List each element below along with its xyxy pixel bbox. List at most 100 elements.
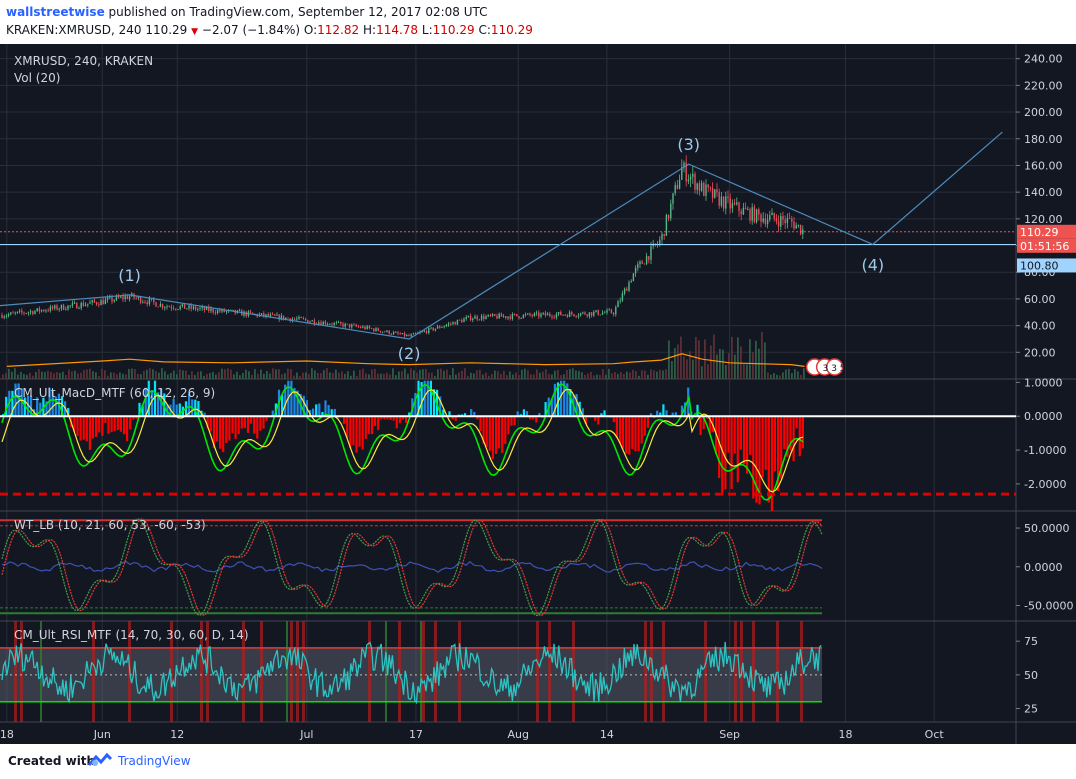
macd-histogram-bar [569, 389, 572, 417]
close-value: 110.29 [490, 23, 533, 37]
wt-indicator-title: WT_LB (10, 21, 60, 53, -60, -53) [14, 518, 206, 532]
volume-bar [173, 370, 175, 379]
volume-bar [266, 371, 268, 379]
candle-body [762, 218, 764, 222]
candle-body [595, 310, 597, 312]
candle-body [124, 296, 126, 299]
rsi-line [1, 641, 822, 705]
macd-histogram-bar [343, 416, 346, 424]
volume-bar [659, 369, 661, 379]
candle-body [335, 322, 338, 324]
volume-bar [263, 373, 265, 379]
candle-body [80, 302, 82, 309]
candle-body [265, 314, 267, 317]
candle-body [753, 207, 756, 223]
main-chart-title: XMRUSD, 240, KRAKEN [14, 54, 153, 68]
macd-histogram-bar [231, 416, 234, 434]
rsi-overbought-bar [422, 621, 425, 722]
macd-histogram-bar [2, 414, 5, 417]
macd-histogram-bar [414, 392, 417, 417]
candle-body [720, 196, 723, 206]
macd-histogram-bar [733, 416, 736, 454]
candle-body [128, 296, 131, 299]
macd-histogram-bar [367, 416, 370, 435]
candle-body [208, 306, 210, 311]
macd-histogram-bar [330, 409, 333, 417]
candle-body [12, 312, 14, 314]
candle-body [606, 310, 608, 313]
candle-body [285, 317, 287, 320]
candle-body [648, 256, 650, 260]
macd-tick-label: 1.0000 [1024, 376, 1063, 389]
macd-histogram-bar [240, 416, 243, 429]
candle-body [474, 316, 476, 319]
candle-body [269, 314, 272, 317]
candle-body [780, 216, 782, 227]
time-tick-label: Oct [925, 728, 945, 741]
volume-bar [524, 368, 526, 379]
volume-bar [569, 368, 571, 379]
time-tick-label: 17 [409, 728, 423, 741]
candle-body [540, 313, 542, 317]
candle-body [441, 327, 443, 328]
candle-body [375, 328, 377, 332]
candle-body [5, 315, 8, 317]
macd-histogram-bar [346, 416, 349, 439]
volume-bar [599, 374, 601, 379]
macd-histogram-bar [259, 416, 262, 431]
tradingview-link[interactable]: TradingView [118, 754, 191, 768]
low-value: 110.29 [432, 23, 475, 37]
candle-body [505, 316, 507, 318]
macd-histogram-bar [742, 416, 746, 464]
macd-histogram-bar [349, 416, 352, 448]
macd-histogram-bar [333, 408, 336, 417]
volume-bar [425, 368, 427, 379]
volume-bar [26, 374, 28, 379]
macd-histogram-bar [649, 413, 653, 417]
macd-histogram-bar [150, 390, 153, 417]
candle-body [144, 301, 146, 303]
candle-body [665, 214, 668, 236]
volume-bar [386, 372, 388, 379]
candle-body [645, 256, 648, 265]
candle-body [76, 302, 78, 309]
candle-body [331, 324, 333, 325]
volume-bar [221, 368, 223, 379]
candle-body [388, 330, 390, 334]
macd-histogram-bar [702, 416, 705, 429]
volume-bar [770, 374, 772, 379]
volume-bar [581, 372, 583, 379]
macd-histogram-bar [736, 416, 739, 483]
volume-bar [572, 368, 574, 379]
candle-body [650, 246, 652, 260]
volume-bar [317, 372, 319, 379]
candle-body [670, 203, 672, 219]
macd-histogram-bar [727, 416, 730, 453]
macd-histogram-bar [324, 400, 327, 417]
candle-body [309, 321, 311, 323]
volume-bar [68, 369, 70, 379]
candle-body [450, 323, 452, 325]
candle-body [192, 306, 195, 309]
candle-body [406, 334, 408, 337]
volume-bar [545, 369, 547, 379]
candle-body [771, 212, 773, 216]
candle-body [615, 307, 617, 315]
author-link[interactable]: wallstreetwise [6, 5, 105, 19]
candle-body [430, 327, 432, 329]
candle-body [626, 288, 628, 291]
level-price-label-bg [1017, 258, 1076, 273]
macd-histogram-bar [166, 404, 169, 417]
macd-histogram-bar [522, 409, 525, 417]
macd-histogram-bar [600, 413, 603, 417]
macd-histogram-bar [662, 404, 665, 417]
candle-body [764, 218, 767, 225]
candle-body [401, 333, 404, 335]
macd-histogram-bar [284, 384, 287, 417]
candle-body [170, 306, 173, 309]
time-tick-label: Jul [299, 728, 313, 741]
candle-body [630, 281, 632, 283]
chart-canvas[interactable]: 240.00220.00200.00180.00160.00140.00120.… [0, 44, 1076, 744]
macd-histogram-bar [67, 407, 70, 417]
candle-body [298, 316, 300, 319]
